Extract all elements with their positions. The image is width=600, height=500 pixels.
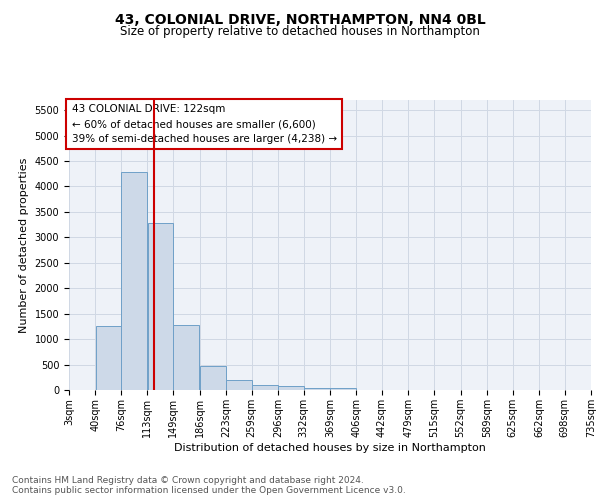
X-axis label: Distribution of detached houses by size in Northampton: Distribution of detached houses by size … <box>174 442 486 452</box>
Bar <box>278 386 304 390</box>
Bar <box>200 366 226 390</box>
Bar <box>96 326 121 390</box>
Bar <box>331 388 356 390</box>
Bar <box>148 222 173 390</box>
Text: Contains HM Land Registry data © Crown copyright and database right 2024.
Contai: Contains HM Land Registry data © Crown c… <box>12 476 406 495</box>
Text: 43 COLONIAL DRIVE: 122sqm
← 60% of detached houses are smaller (6,600)
39% of se: 43 COLONIAL DRIVE: 122sqm ← 60% of detac… <box>71 104 337 144</box>
Text: 43, COLONIAL DRIVE, NORTHAMPTON, NN4 0BL: 43, COLONIAL DRIVE, NORTHAMPTON, NN4 0BL <box>115 12 485 26</box>
Y-axis label: Number of detached properties: Number of detached properties <box>19 158 29 332</box>
Bar <box>226 380 252 390</box>
Bar <box>173 326 199 390</box>
Text: Size of property relative to detached houses in Northampton: Size of property relative to detached ho… <box>120 25 480 38</box>
Bar <box>252 385 278 390</box>
Bar <box>304 388 329 390</box>
Bar <box>121 172 147 390</box>
